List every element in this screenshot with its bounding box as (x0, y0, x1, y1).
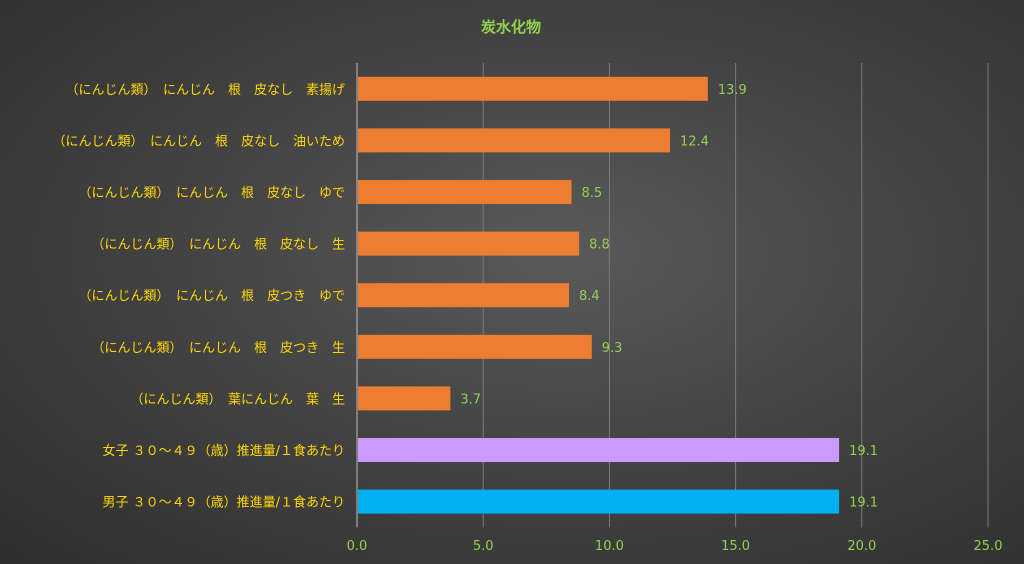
value-labels: 13.9 12.4 8.5 8.8 8.4 9.3 3.7 19.1 19.1 (460, 83, 878, 511)
bar (358, 231, 580, 256)
x-axis-tick-labels: 0.0 5.0 10.0 15.0 20.0 25.0 (347, 539, 1003, 554)
bar (358, 386, 451, 411)
bars (358, 76, 840, 514)
category-label: （にんじん類） 葉にんじん 葉 生 (130, 392, 345, 407)
x-tick-label: 5.0 (473, 539, 494, 554)
data-label: 19.1 (849, 444, 878, 459)
category-label: （にんじん類） にんじん 根 皮なし 素揚げ (65, 82, 345, 98)
bar (358, 283, 570, 308)
category-labels: （にんじん類） にんじん 根 皮なし 素揚げ （にんじん類） にんじん 根 皮なし… (52, 82, 345, 511)
data-label: 13.9 (718, 83, 747, 98)
bar (358, 76, 708, 101)
data-label: 19.1 (849, 496, 878, 511)
bar (358, 128, 670, 153)
category-label: （にんじん類） にんじん 根 皮なし 油いため (52, 134, 345, 149)
bar (358, 489, 840, 514)
category-label: （にんじん類） にんじん 根 皮なし 生 (91, 238, 345, 253)
bar (358, 438, 840, 462)
data-label: 8.8 (589, 238, 610, 253)
bar (358, 180, 572, 204)
x-tick-label: 15.0 (721, 539, 750, 554)
x-tick-label: 0.0 (347, 539, 368, 554)
category-label: （にんじん類） にんじん 根 皮つき 生 (91, 341, 345, 356)
data-label: 3.7 (460, 392, 481, 407)
category-label: 男子 ３０～４９（歳）推進量/１食あたり (102, 495, 345, 511)
x-tick-label: 10.0 (595, 539, 624, 554)
category-label: （にんじん類） にんじん 根 皮つき ゆで (78, 289, 345, 304)
x-tick-label: 20.0 (847, 539, 876, 554)
chart-title: 炭水化物 (481, 18, 541, 36)
data-label: 9.3 (602, 341, 623, 356)
data-label: 8.4 (579, 289, 600, 304)
x-tick-label: 25.0 (974, 539, 1003, 554)
category-label: 女子 ３０～４９（歳）推進量/１食あたり (102, 443, 345, 459)
category-label: （にんじん類） にんじん 根 皮なし ゆで (78, 186, 345, 201)
data-label: 12.4 (680, 134, 709, 149)
bar (358, 334, 592, 359)
data-label: 8.5 (582, 186, 603, 201)
